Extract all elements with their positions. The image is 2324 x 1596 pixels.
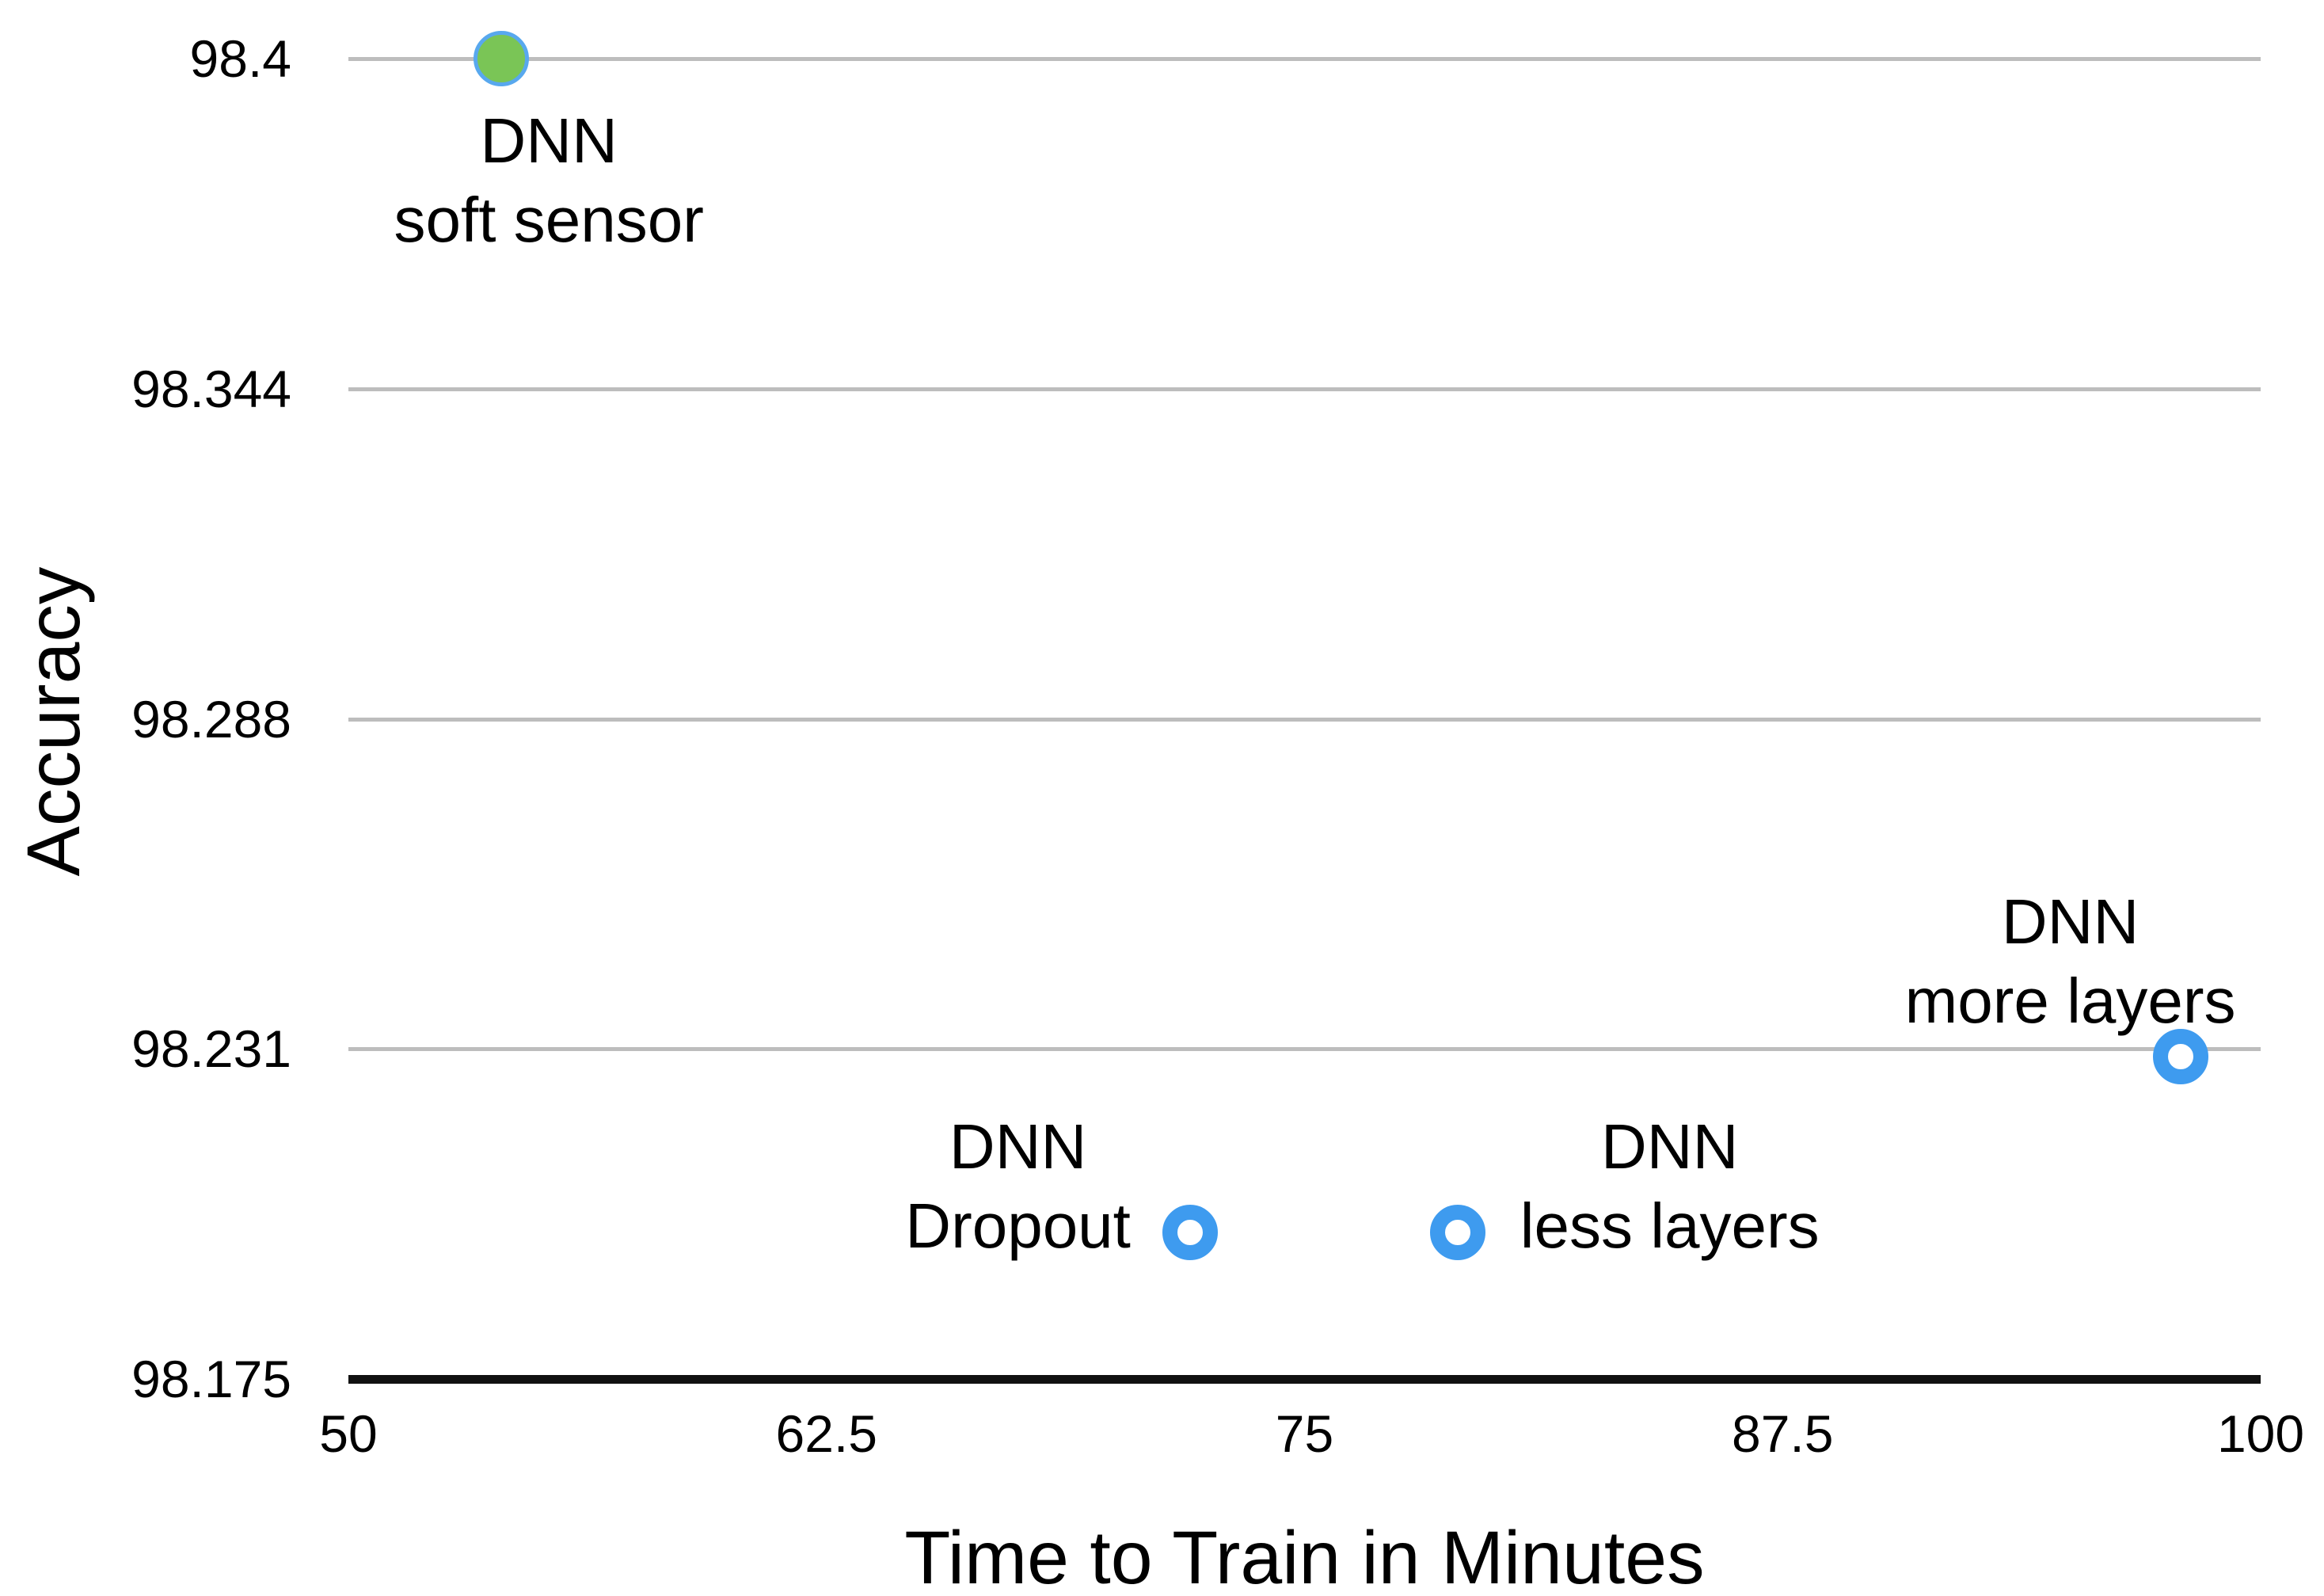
x-axis-line (348, 1375, 2261, 1384)
point-label-dnn-soft-sensor: DNN soft sensor (394, 101, 704, 260)
point-label-line: Dropout (905, 1190, 1131, 1261)
point-label-line: soft sensor (394, 185, 704, 255)
gridline-98.4 (348, 57, 2261, 61)
x-tick-label-50: 50 (319, 1404, 378, 1463)
point-label-dnn-less-layers: DNN less layers (1520, 1107, 1820, 1266)
x-tick-label-75: 75 (1275, 1404, 1334, 1463)
gridline-98.231 (348, 1047, 2261, 1052)
y-tick-label-98.231: 98.231 (131, 1019, 291, 1079)
point-label-line: more layers (1904, 965, 2236, 1036)
y-tick-label-98.344: 98.344 (131, 359, 291, 418)
data-point-dnn-soft-sensor (474, 31, 530, 86)
x-axis-title: Time to Train in Minutes (904, 1516, 1705, 1596)
data-point-dnn-more-layers (2152, 1028, 2208, 1084)
point-label-line: DNN (949, 1110, 1087, 1182)
point-label-dnn-dropout: DNN Dropout (905, 1107, 1131, 1266)
y-tick-label-98.288: 98.288 (131, 689, 291, 748)
point-label-line: less layers (1520, 1190, 1820, 1261)
point-label-line: DNN (2001, 886, 2140, 957)
y-axis-title: Accuracy (12, 566, 96, 876)
x-tick-label-100: 100 (2216, 1404, 2305, 1463)
point-label-line: DNN (480, 105, 618, 176)
y-tick-label-98.4: 98.4 (189, 29, 291, 88)
data-point-dnn-dropout (1162, 1204, 1218, 1260)
x-tick-label-62.5: 62.5 (775, 1404, 877, 1463)
data-point-dnn-less-layers (1429, 1204, 1485, 1260)
gridline-98.344 (348, 387, 2261, 391)
x-tick-label-87.5: 87.5 (1732, 1404, 1834, 1463)
point-label-dnn-more-layers: DNN more layers (1905, 882, 2236, 1041)
point-label-line: DNN (1601, 1110, 1739, 1182)
y-tick-label-98.175: 98.175 (131, 1350, 291, 1408)
gridline-98.288 (348, 717, 2261, 722)
